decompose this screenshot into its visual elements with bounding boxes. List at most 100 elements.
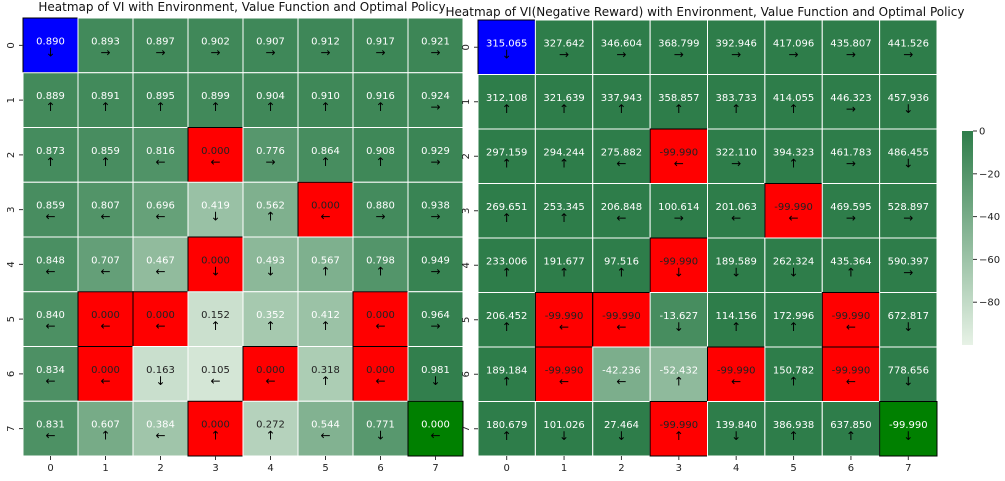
heatmap-cell: [534, 183, 594, 239]
policy-arrow: ↓: [903, 320, 913, 334]
policy-arrow: ↑: [559, 211, 569, 225]
policy-arrow: →: [903, 211, 913, 225]
x-tick-label: 2: [618, 463, 624, 474]
heatmap-cell: [132, 72, 189, 128]
cell-value-label: -99.990: [660, 147, 699, 158]
heatmap-cell: [649, 128, 708, 184]
policy-arrow: ↑: [210, 429, 220, 443]
heatmap-cell: [77, 346, 134, 402]
policy-arrow: ↑: [155, 100, 165, 114]
y-tick-label: 4: [6, 261, 17, 267]
cell-value-label: 0.889: [36, 91, 65, 102]
cell-value-label: 0.384: [146, 420, 175, 431]
policy-arrow: ↑: [265, 210, 275, 224]
cell-value-label: 435.364: [830, 256, 871, 267]
cell-value-label: 386.938: [773, 420, 814, 431]
cell-value-label: 180.679: [486, 420, 527, 431]
policy-arrow: ←: [100, 374, 110, 388]
heatmap-cell: [297, 346, 354, 402]
policy-arrow: →: [674, 211, 684, 225]
policy-arrow: →: [430, 210, 440, 224]
cell-value-label: 441.526: [888, 38, 929, 49]
policy-arrow: →: [430, 155, 440, 169]
heatmap-cell: [477, 292, 536, 348]
cell-value-label: 0.771: [366, 420, 395, 431]
heatmap-cell: [352, 236, 409, 293]
cell-value-label: 337.943: [601, 93, 642, 104]
cell-value-label: 191.677: [543, 256, 584, 267]
policy-arrow: ←: [100, 319, 110, 333]
cell-value-label: 0.859: [36, 201, 65, 212]
cell-value-label: 394.323: [773, 147, 814, 158]
policy-arrow: ←: [375, 374, 385, 388]
cell-value-label: 0.880: [366, 201, 395, 212]
policy-arrow: ↑: [731, 102, 741, 116]
policy-arrow: ←: [559, 374, 569, 388]
colorbar-bar: [962, 131, 973, 345]
y-tick-label: 7: [6, 425, 17, 431]
policy-arrow: ↑: [789, 156, 799, 170]
cell-value-label: 269.651: [486, 202, 527, 213]
cell-value-label: 528.897: [888, 202, 929, 213]
y-tick-label: 1: [461, 99, 472, 105]
y-tick-label: 3: [6, 206, 17, 212]
policy-arrow: ←: [616, 320, 626, 334]
heatmap-cell: [879, 401, 938, 457]
cell-value-label: 0.000: [256, 365, 285, 376]
cell-value-label: 0.318: [311, 365, 340, 376]
heatmap-cell: [592, 292, 651, 348]
cell-value-label: 778.656: [888, 365, 929, 376]
policy-arrow: ↓: [903, 102, 913, 116]
cell-value-label: 0.859: [91, 146, 120, 157]
policy-arrow: ↓: [903, 156, 913, 170]
policy-arrow: ←: [674, 156, 684, 170]
x-tick-label: 2: [157, 463, 163, 474]
heatmap-cell: [821, 346, 881, 402]
policy-arrow: ←: [210, 155, 220, 169]
heatmap-right: Heatmap of VI(Negative Reward) with Envi…: [446, 5, 965, 474]
policy-arrow: →: [846, 211, 856, 225]
heatmap-cell: [821, 292, 881, 348]
cell-value-label: 206.848: [601, 202, 642, 213]
policy-arrow: ↑: [846, 265, 856, 279]
cell-value-label: 294.244: [543, 147, 584, 158]
cell-value-label: 0.707: [91, 255, 120, 266]
heatmap-cell: [707, 346, 766, 402]
policy-arrow: ↓: [559, 429, 569, 443]
heatmap-cell: [477, 128, 536, 184]
heatmap-cell: [592, 19, 651, 75]
cell-value-label: 0.921: [421, 36, 450, 47]
policy-arrow: →: [375, 45, 385, 59]
policy-arrow: ↓: [45, 45, 55, 59]
heatmap-cell: [534, 292, 594, 348]
cell-value-label: 0.895: [146, 91, 175, 102]
policy-arrow: →: [731, 47, 741, 61]
policy-arrow: ↑: [320, 374, 330, 388]
cell-value-label: 0.000: [311, 201, 340, 212]
policy-arrow: ←: [616, 156, 626, 170]
cell-value-label: 275.882: [601, 147, 642, 158]
policy-arrow: →: [846, 102, 856, 116]
policy-arrow: ↑: [320, 319, 330, 333]
cell-value-label: 590.397: [888, 256, 929, 267]
heatmap-cell: [407, 346, 464, 402]
cell-value-label: 312.108: [486, 93, 527, 104]
heatmap-cell: [879, 128, 938, 184]
y-tick-label: 4: [461, 262, 472, 268]
heatmap-cell: [707, 74, 766, 130]
heatmap-cell: [187, 127, 244, 183]
heatmap-cell: [22, 17, 79, 74]
cell-value-label: 0.000: [421, 420, 450, 431]
policy-arrow: ←: [45, 210, 55, 224]
cell-value-label: 172.996: [773, 311, 814, 322]
policy-arrow: ↑: [559, 102, 569, 116]
policy-arrow: ←: [45, 319, 55, 333]
cell-value-label: 0.544: [311, 420, 340, 431]
heatmap-cell: [132, 346, 189, 402]
cell-value-label: 0.891: [91, 91, 120, 102]
policy-arrow: →: [430, 264, 440, 278]
heatmap-cell: [764, 292, 823, 348]
heatmap-cell: [764, 183, 823, 239]
cell-value-label: 392.946: [716, 38, 757, 49]
heatmap-cell: [77, 400, 134, 457]
